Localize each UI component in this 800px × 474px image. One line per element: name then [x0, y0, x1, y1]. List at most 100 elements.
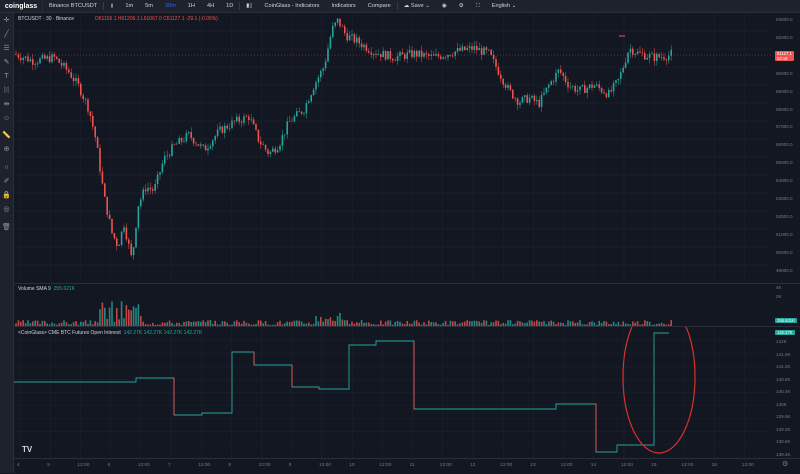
trendline-icon[interactable]: ╱ — [4, 31, 9, 38]
symbol-selector[interactable]: Binance BTCUSDT — [49, 3, 98, 9]
candle-body — [226, 125, 228, 129]
interval-1d[interactable]: 1D — [226, 3, 234, 9]
volume-bar — [192, 321, 195, 326]
candle-body — [533, 95, 536, 101]
candle-body — [149, 187, 152, 190]
coinglass-indicators-button[interactable]: CoinGlass - Indicators — [264, 3, 320, 9]
volume-bar — [80, 321, 82, 326]
volume-bar — [425, 324, 428, 326]
camera-icon[interactable]: ◉ — [441, 3, 447, 9]
eye-icon[interactable]: ◎ — [3, 206, 10, 213]
volume-bar — [579, 320, 581, 326]
tradingview-logo-icon[interactable]: TV — [22, 445, 33, 454]
countdown-value: 03:19 — [777, 56, 788, 61]
candle-body — [142, 189, 144, 200]
interval-5m[interactable]: 5m — [145, 3, 153, 9]
interval-30m[interactable]: 30m — [164, 3, 176, 9]
time-axis-label: 12:00 — [439, 463, 452, 468]
volume-bar — [485, 320, 488, 326]
candle-body — [327, 48, 329, 62]
candle-body — [281, 135, 284, 146]
compare-icon[interactable]: ⫫ — [110, 2, 114, 9]
candlestick-chart[interactable] — [14, 13, 772, 283]
volume-bar — [600, 323, 603, 326]
measure-icon[interactable]: ⇹ — [3, 101, 10, 108]
interval-1h[interactable]: 1H — [187, 3, 195, 9]
price-pane[interactable] — [14, 13, 772, 283]
coinglass-logo[interactable]: coinglass — [0, 0, 43, 12]
gear-icon[interactable]: ⚙ — [458, 3, 464, 9]
volume-bar — [118, 319, 120, 326]
volume-bar — [665, 324, 668, 326]
candle-body — [164, 155, 166, 164]
volume-bar — [387, 320, 389, 326]
text-icon[interactable]: T — [4, 73, 9, 80]
time-axis-label: 6 — [107, 463, 111, 468]
interval-1m[interactable]: 1m — [125, 3, 134, 9]
emoji-icon[interactable]: ☺ — [2, 115, 11, 122]
volume-bar — [260, 320, 262, 326]
zoom-icon[interactable]: ⊕ — [3, 146, 10, 153]
candle-body — [120, 231, 123, 245]
lock-icon[interactable]: 🔒 — [2, 192, 11, 199]
fullscreen-icon[interactable]: ⛶ — [475, 2, 480, 9]
save-button[interactable]: ☁ Save ⌄ — [403, 3, 430, 9]
time-axis[interactable]: 4 5 12:00 6 12:00 7 12:00 8 12:00 9 12:00 10 12:00 11… — [14, 458, 800, 474]
volume-bar — [411, 323, 413, 326]
pencil-lock-icon[interactable]: ✐ — [3, 178, 10, 185]
candle-body — [512, 89, 514, 99]
candle-body — [238, 116, 240, 122]
brush-icon[interactable]: ✎ — [3, 59, 10, 66]
candle-body — [356, 37, 358, 43]
volume-bar — [428, 320, 430, 326]
candle-body — [32, 59, 34, 65]
indicators-button[interactable]: Indicators — [331, 3, 356, 9]
oi-axis-label: 139.6K — [776, 414, 791, 419]
volume-bar — [545, 324, 548, 326]
volume-bar — [22, 320, 24, 326]
volume-bar — [320, 316, 322, 326]
symbol-title: BTCUSDT · 30 · Binance — [18, 16, 75, 22]
oi-pane[interactable] — [14, 300, 772, 458]
language-selector[interactable]: English ⌄ — [491, 3, 517, 9]
interval-4h[interactable]: 4H — [206, 3, 215, 9]
candle-body — [620, 72, 622, 79]
ruler-icon[interactable]: 📏 — [2, 132, 11, 139]
oi-axis[interactable]: 142K 141.6K 141.2K 140.8K 140.4K 140K 139.6K 13… — [772, 327, 800, 458]
volume-bar — [288, 321, 291, 326]
candle-body — [279, 145, 281, 151]
volume-bar — [658, 323, 660, 326]
chart-type-icon[interactable]: ▮▯ — [246, 3, 253, 9]
price-axis-label: 53000.0 — [776, 196, 793, 201]
fib-icon[interactable]: ☰ — [3, 45, 10, 52]
candle-body — [219, 126, 221, 130]
volume-bar — [305, 323, 308, 326]
pane-divider[interactable] — [14, 326, 800, 327]
settings-gear-icon[interactable]: ⚙ — [782, 461, 789, 468]
volume-ma-label: SMA 9 — [36, 286, 51, 292]
volume-bar — [34, 320, 36, 326]
candle-body — [670, 49, 672, 56]
volume-pane[interactable] — [14, 284, 772, 326]
volume-bar — [339, 312, 341, 326]
candle-body — [65, 63, 68, 70]
volume-bar — [20, 321, 22, 326]
volume-bar — [231, 324, 233, 326]
volume-bar — [312, 323, 315, 326]
volume-bar — [557, 322, 560, 326]
candle-body — [140, 199, 142, 207]
candle-body — [216, 129, 219, 137]
compare-button[interactable]: Compare — [367, 3, 391, 9]
crosshair-icon[interactable]: ✛ — [3, 17, 10, 24]
candle-body — [456, 48, 459, 52]
volume-bar — [389, 320, 392, 326]
pane-divider[interactable] — [14, 283, 800, 284]
trash-icon[interactable]: 🗑 — [2, 224, 11, 231]
candle-body — [660, 57, 663, 58]
volume-bar — [437, 324, 440, 326]
magnet-icon[interactable]: ∩ — [3, 164, 10, 171]
volume-bar — [663, 323, 665, 326]
candle-body — [284, 134, 286, 136]
volume-bar — [324, 318, 327, 326]
pattern-icon[interactable]: ᛞ — [4, 87, 9, 94]
